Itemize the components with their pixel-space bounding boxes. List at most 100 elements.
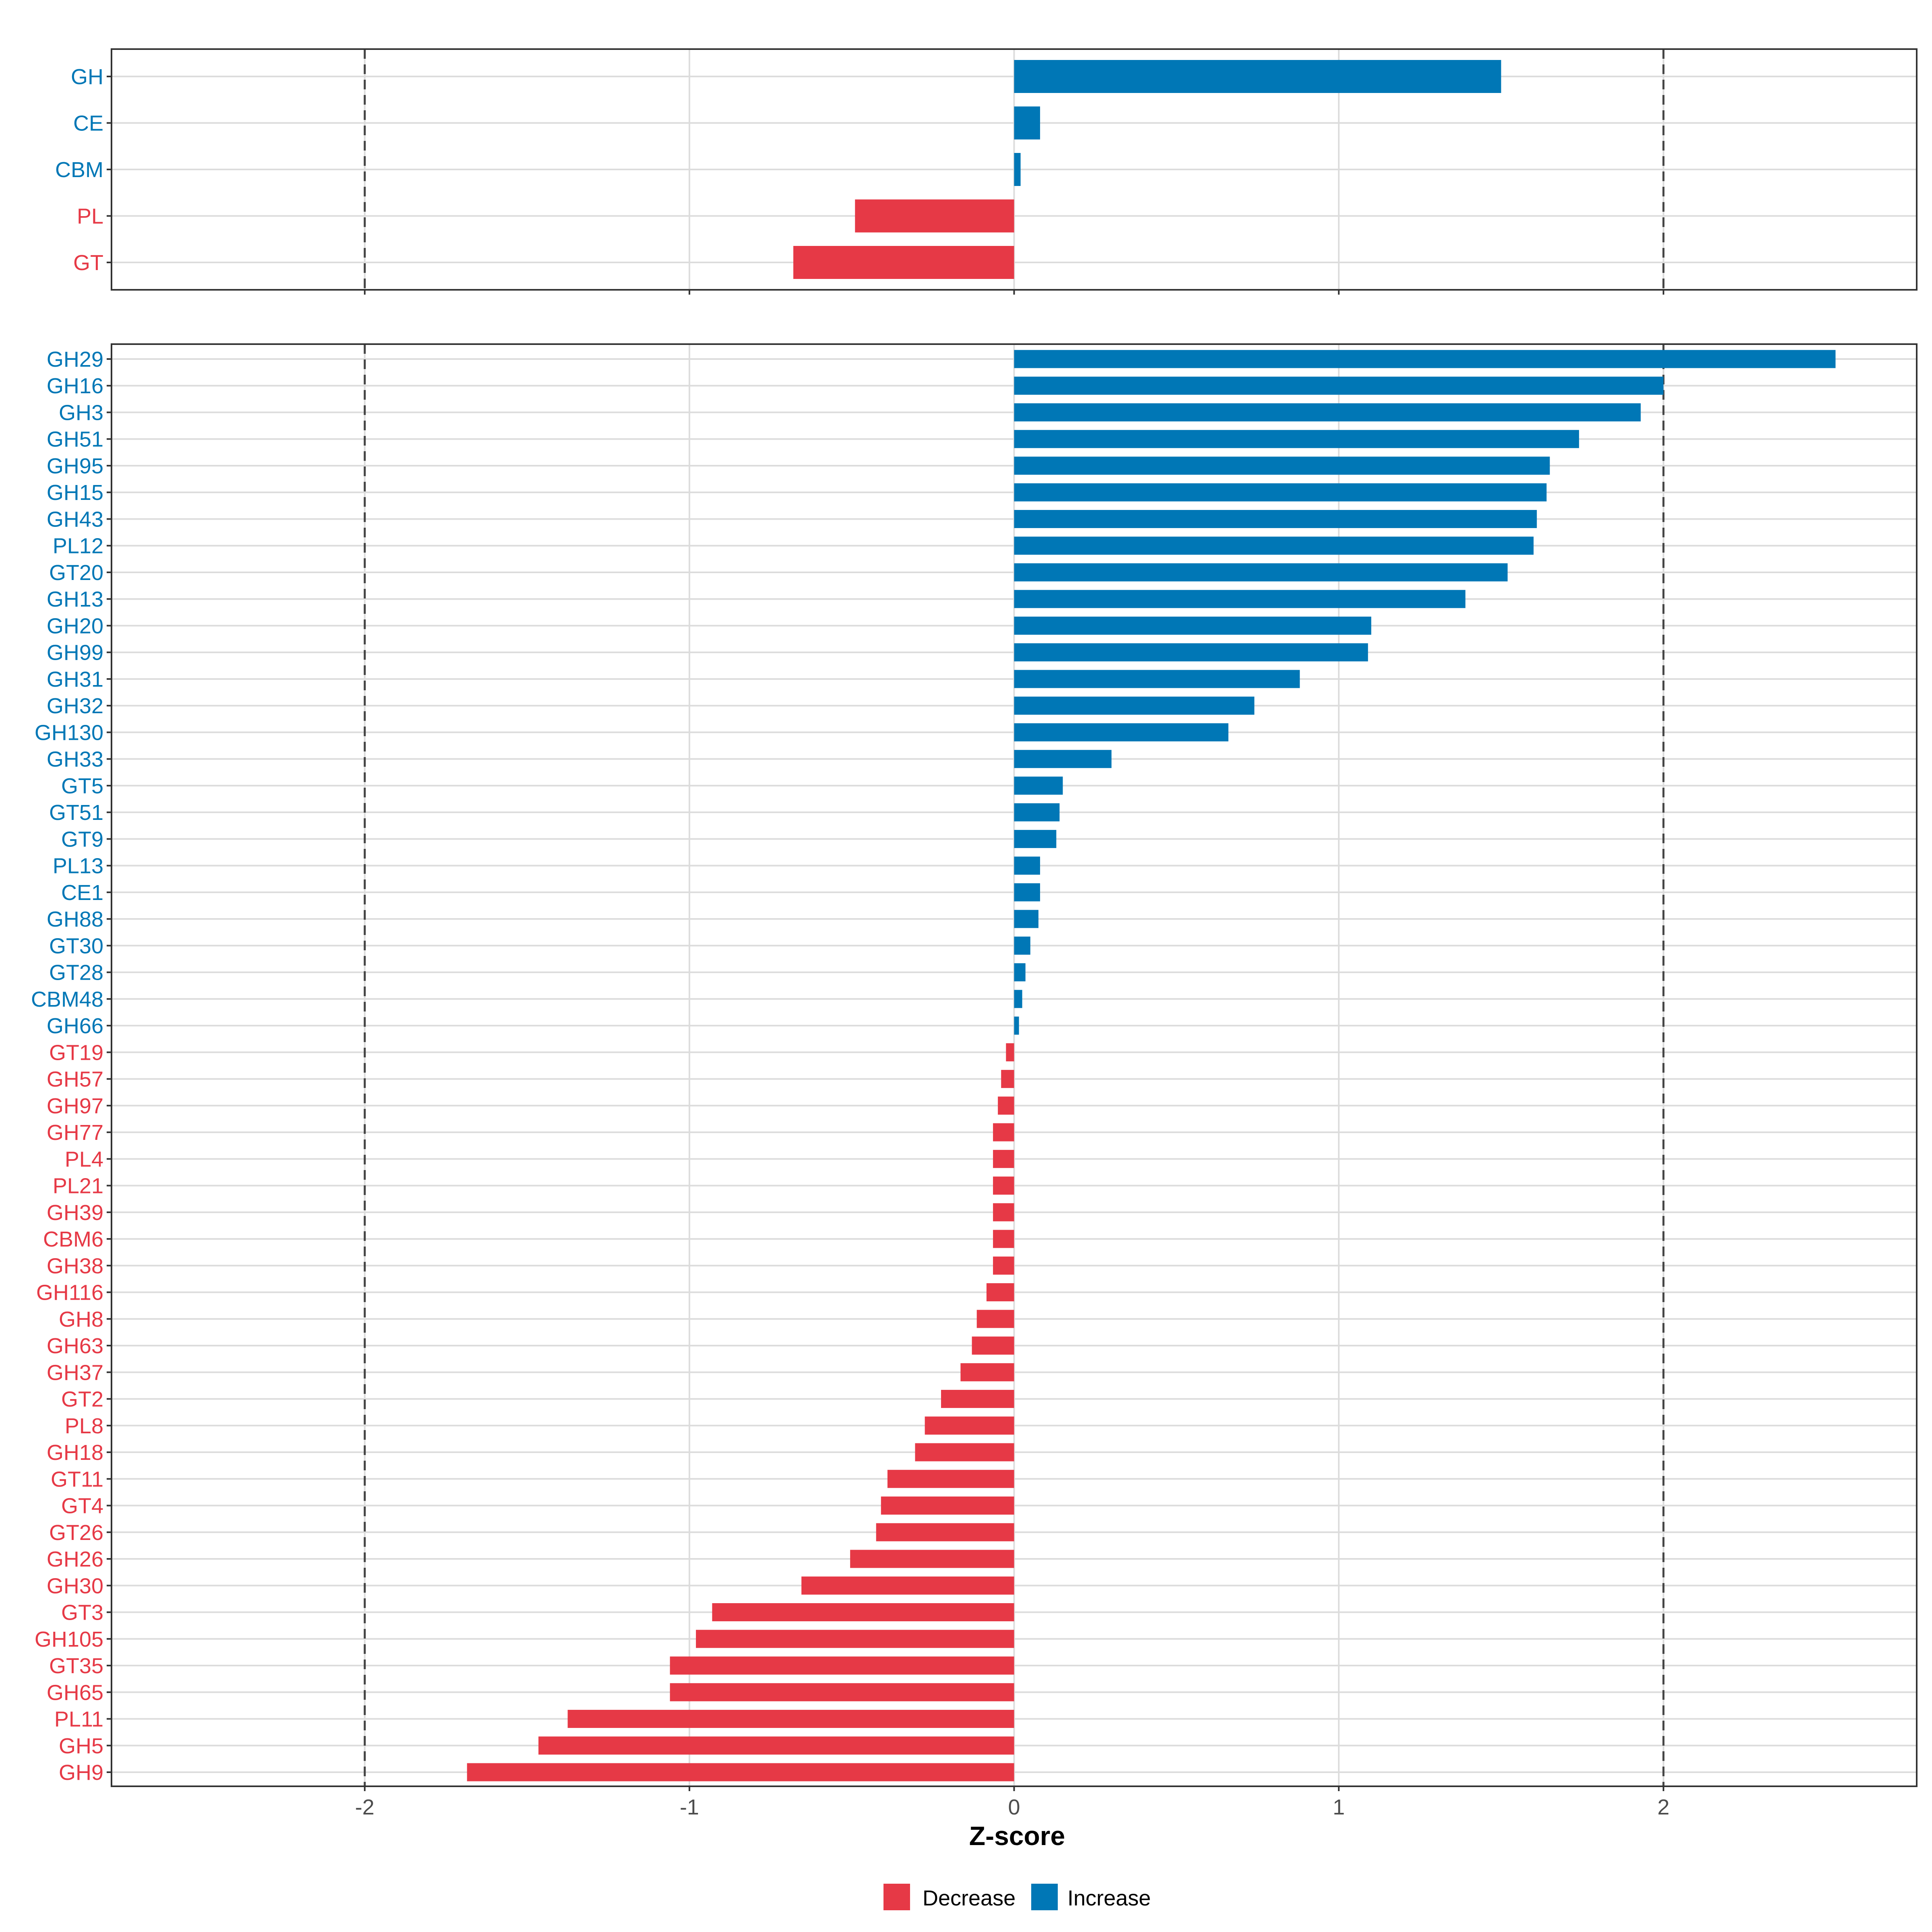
bar-gh8 bbox=[976, 1310, 1014, 1328]
bar-gt30 bbox=[1014, 936, 1030, 955]
category-label: GH16 bbox=[47, 374, 103, 398]
bar-gt20 bbox=[1014, 563, 1508, 582]
bar-gt bbox=[793, 246, 1014, 279]
bar-cbm bbox=[1014, 153, 1021, 186]
category-label: GH38 bbox=[47, 1254, 103, 1278]
x-tick-label: -2 bbox=[355, 1795, 374, 1819]
category-label: GH13 bbox=[47, 587, 103, 611]
category-label: GH33 bbox=[47, 747, 103, 772]
category-label: GH bbox=[71, 65, 103, 89]
category-label: GH8 bbox=[59, 1307, 103, 1331]
category-label: CE bbox=[73, 111, 103, 136]
category-label: PL12 bbox=[53, 534, 103, 558]
category-label: GH15 bbox=[47, 481, 103, 505]
bar-gh3 bbox=[1014, 403, 1641, 421]
bar-gt2 bbox=[941, 1390, 1014, 1408]
category-label: PL4 bbox=[65, 1147, 103, 1171]
category-label: GT3 bbox=[61, 1601, 103, 1625]
bar-gt35 bbox=[670, 1656, 1014, 1675]
bar-gt3 bbox=[712, 1603, 1014, 1622]
bar-gh130 bbox=[1014, 723, 1228, 741]
category-label: GH31 bbox=[47, 667, 103, 691]
bar-gh32 bbox=[1014, 696, 1255, 715]
category-label: GH66 bbox=[47, 1014, 103, 1038]
category-label: GT2 bbox=[61, 1387, 103, 1412]
bar-gt26 bbox=[876, 1523, 1014, 1542]
category-label: GH88 bbox=[47, 907, 103, 931]
bar-ce1 bbox=[1014, 883, 1040, 902]
x-axis: -2 -1 0 1 2 bbox=[355, 1795, 1670, 1819]
bar-gh15 bbox=[1014, 483, 1547, 502]
bar-gh26 bbox=[850, 1550, 1014, 1568]
category-label: GT4 bbox=[61, 1494, 103, 1518]
category-label: GH3 bbox=[59, 400, 103, 425]
category-label: GH43 bbox=[47, 507, 103, 531]
bar-gt9 bbox=[1014, 830, 1057, 848]
bar-gh5 bbox=[538, 1736, 1014, 1755]
category-label: GH65 bbox=[47, 1680, 103, 1705]
category-label: GH18 bbox=[47, 1441, 103, 1465]
bar-gt51 bbox=[1014, 803, 1060, 822]
category-label: GH97 bbox=[47, 1094, 103, 1118]
category-label: GH26 bbox=[47, 1547, 103, 1571]
bar-gh97 bbox=[998, 1096, 1014, 1115]
family-panel: GH CE CBM PL GT bbox=[55, 48, 1918, 295]
legend: Decrease Increase bbox=[883, 1884, 1151, 1910]
category-label: PL13 bbox=[53, 854, 103, 878]
category-label: GH57 bbox=[47, 1067, 103, 1092]
category-label: GT9 bbox=[61, 827, 103, 851]
bar-cbm48 bbox=[1014, 990, 1022, 1008]
bar-gh18 bbox=[915, 1443, 1014, 1461]
panel-border bbox=[111, 343, 1918, 1787]
category-label: GH37 bbox=[47, 1360, 103, 1385]
panel-border bbox=[111, 48, 1918, 291]
bar-gh65 bbox=[670, 1683, 1014, 1701]
bar-gh30 bbox=[801, 1576, 1014, 1595]
bar-gh bbox=[1014, 60, 1501, 93]
category-label: GT35 bbox=[49, 1654, 103, 1678]
bar-gh105 bbox=[696, 1630, 1014, 1648]
category-label: GH32 bbox=[47, 694, 103, 718]
bar-gh66 bbox=[1014, 1016, 1019, 1035]
category-label: GH116 bbox=[36, 1281, 103, 1305]
bar-gt5 bbox=[1014, 776, 1063, 795]
bar-gt28 bbox=[1014, 963, 1026, 982]
category-label: GT30 bbox=[49, 934, 103, 958]
category-label: GH9 bbox=[59, 1761, 103, 1785]
x-axis-title: Z-score bbox=[969, 1821, 1065, 1851]
bar-gh99 bbox=[1014, 643, 1368, 662]
bar-pl bbox=[855, 199, 1014, 233]
bar-gt19 bbox=[1006, 1043, 1014, 1061]
category-label: GT26 bbox=[49, 1521, 103, 1545]
bar-gh95 bbox=[1014, 456, 1550, 475]
category-label: PL11 bbox=[54, 1707, 103, 1732]
x-tick-label: 1 bbox=[1333, 1795, 1345, 1819]
x-tick-label: -1 bbox=[680, 1795, 699, 1819]
category-label: GH29 bbox=[47, 347, 103, 372]
legend-decrease-label: Decrease bbox=[923, 1886, 1016, 1910]
bar-gt11 bbox=[887, 1470, 1014, 1488]
bar-pl4 bbox=[993, 1150, 1014, 1168]
category-label: PL8 bbox=[65, 1414, 103, 1438]
category-label: CBM48 bbox=[31, 987, 103, 1011]
bar-gh116 bbox=[986, 1283, 1014, 1302]
bar-gh31 bbox=[1014, 670, 1300, 688]
bar-gh57 bbox=[1001, 1070, 1014, 1088]
bar-gh37 bbox=[960, 1363, 1014, 1381]
category-label: GT19 bbox=[49, 1040, 103, 1065]
category-label: GT bbox=[73, 251, 103, 275]
category-label: GH99 bbox=[47, 641, 103, 665]
category-label: GH63 bbox=[47, 1334, 103, 1358]
legend-decrease-swatch bbox=[883, 1884, 910, 1910]
bar-gt4 bbox=[881, 1496, 1014, 1515]
bar-gh20 bbox=[1014, 616, 1371, 635]
bar-gh77 bbox=[993, 1123, 1014, 1141]
legend-increase-swatch bbox=[1031, 1884, 1058, 1910]
category-label: GT51 bbox=[49, 801, 103, 825]
x-tick-label: 0 bbox=[1008, 1795, 1020, 1819]
category-label: CBM6 bbox=[43, 1227, 103, 1251]
bar-pl11 bbox=[568, 1710, 1014, 1728]
bar-gh39 bbox=[993, 1203, 1014, 1222]
